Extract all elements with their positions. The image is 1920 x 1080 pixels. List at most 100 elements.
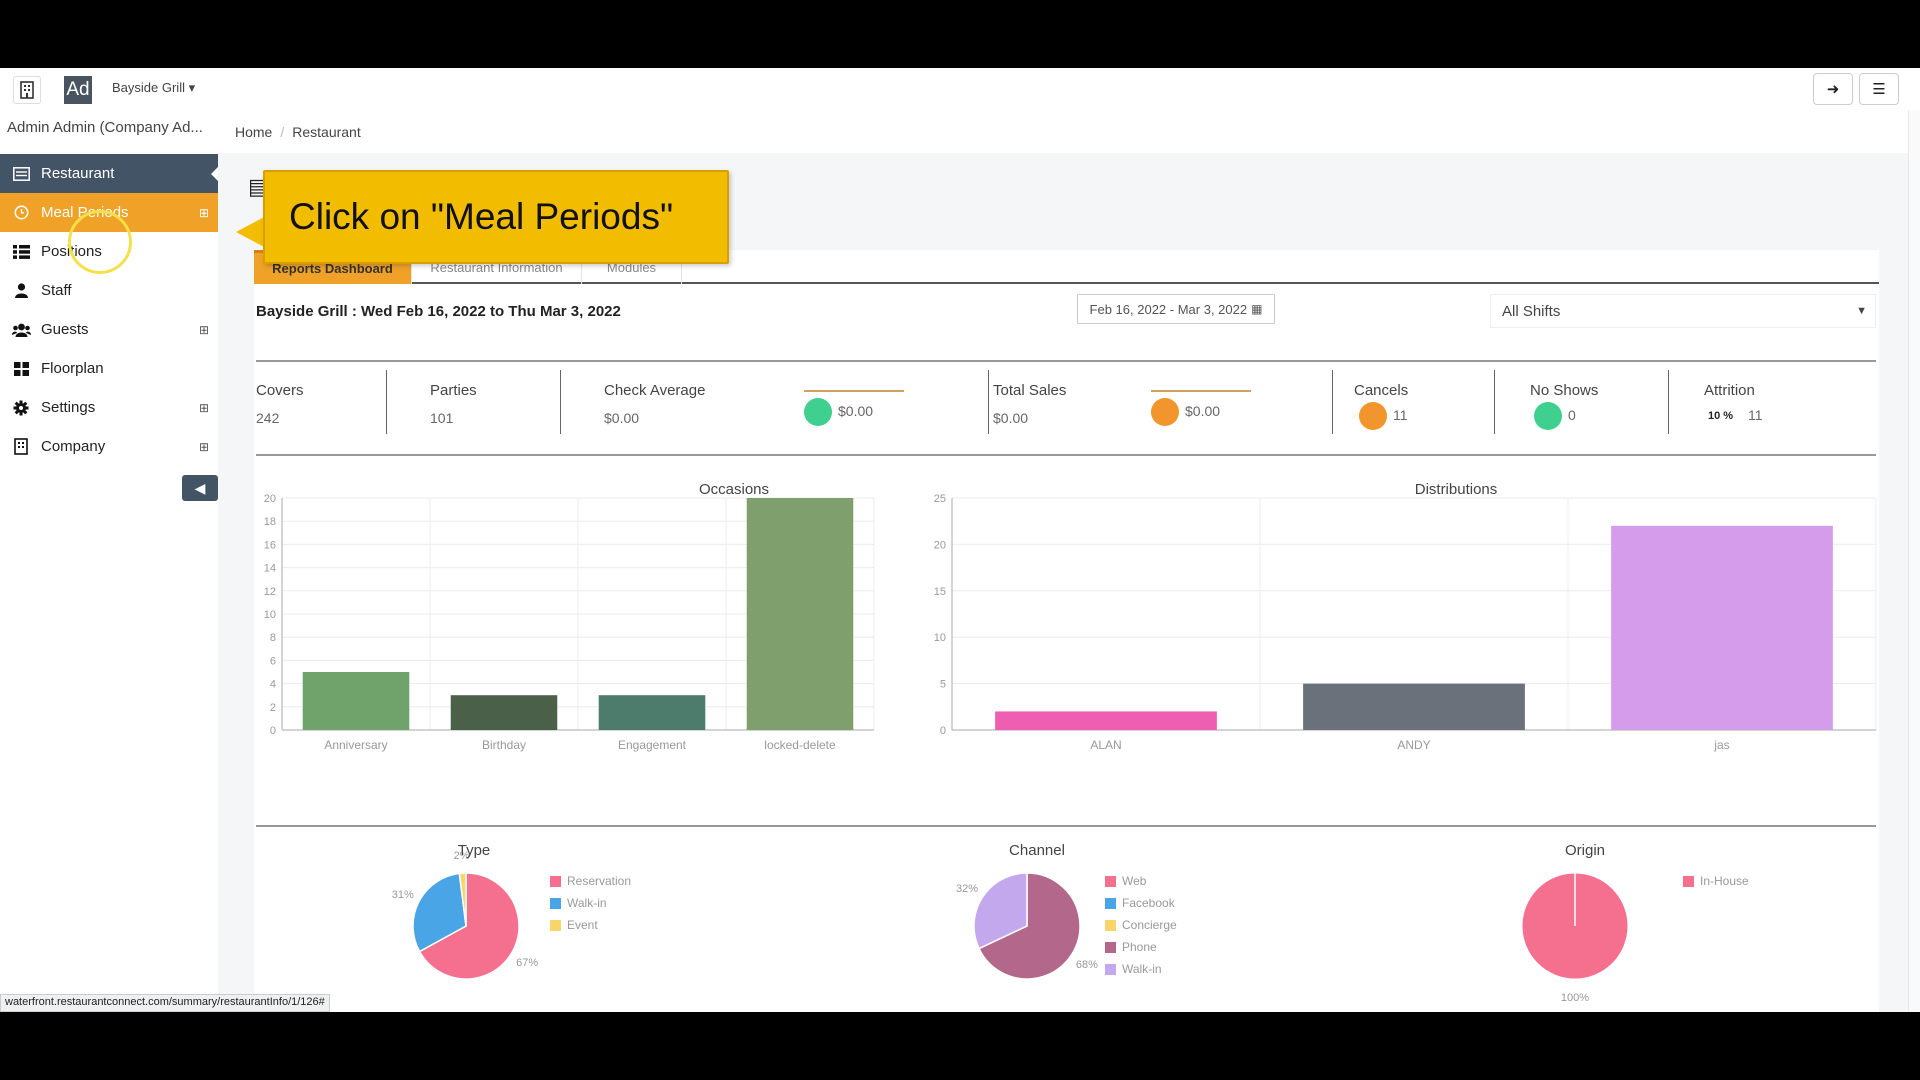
stat-label: Parties xyxy=(430,382,477,399)
y-tick-label: 16 xyxy=(264,539,276,551)
y-tick-label: 4 xyxy=(270,679,276,691)
stat-value: $0.00 xyxy=(604,410,640,426)
legend-item[interactable]: Event xyxy=(550,918,598,932)
sidebar-item-settings[interactable]: Settings ⊞ xyxy=(0,388,218,427)
legend-item[interactable]: Facebook xyxy=(1105,896,1175,910)
stat-label: Covers xyxy=(256,382,304,399)
user-label: Admin Admin (Company Ad... xyxy=(7,119,203,136)
legend-swatch xyxy=(1105,963,1116,975)
logout-button[interactable]: ➜ xyxy=(1813,73,1853,105)
divider xyxy=(1668,370,1669,434)
app-screen: Ad Bayside Grill ▾ ➜ ☰ Admin Admin (Comp… xyxy=(0,68,1920,1012)
sidebar-item-label: Company xyxy=(41,438,106,455)
legend-item[interactable]: Walk-in xyxy=(1105,962,1162,976)
app-logo[interactable]: Ad xyxy=(64,76,92,104)
status-dot xyxy=(804,398,832,426)
scrollbar[interactable] xyxy=(1908,110,1920,1012)
restaurant-selector[interactable]: Bayside Grill ▾ xyxy=(112,80,195,96)
legend-swatch xyxy=(550,875,561,887)
restaurant-name: Bayside Grill xyxy=(112,80,185,95)
stat-label: No Shows xyxy=(1530,382,1599,399)
click-highlight xyxy=(68,210,132,274)
x-tick-label: ANDY xyxy=(1397,738,1430,752)
stat-label: Check Average xyxy=(604,382,706,399)
bar xyxy=(995,711,1217,730)
y-tick-label: 14 xyxy=(264,563,276,575)
status-dot xyxy=(1534,402,1562,430)
pie-value-label: 32% xyxy=(956,883,978,895)
legend-item[interactable]: Phone xyxy=(1105,940,1157,954)
breadcrumb-home[interactable]: Home xyxy=(235,123,273,140)
x-tick-label: ALAN xyxy=(1090,738,1121,752)
collapse-sidebar-button[interactable]: ◀ xyxy=(182,475,218,501)
list-icon xyxy=(11,166,31,181)
y-tick-label: 12 xyxy=(264,586,276,598)
sidebar-item-company[interactable]: Company ⊞ xyxy=(0,427,218,466)
status-dot xyxy=(1359,402,1387,430)
pie-slice xyxy=(973,872,1028,950)
grid-icon xyxy=(11,361,31,376)
y-tick-label: 20 xyxy=(934,539,946,551)
legend-item[interactable]: Walk-in xyxy=(550,896,607,910)
legend-swatch xyxy=(1683,875,1694,887)
legend-item[interactable]: Reservation xyxy=(550,874,631,888)
expand-icon[interactable]: ⊞ xyxy=(198,400,209,415)
expand-icon[interactable]: ⊞ xyxy=(198,205,209,220)
legend-label: Walk-in xyxy=(1122,962,1162,976)
sidebar-item-floorplan[interactable]: Floorplan xyxy=(0,349,218,388)
legend-label: Reservation xyxy=(567,874,632,888)
stat-value: 0 xyxy=(1568,407,1576,423)
sidebar-item-restaurant[interactable]: Restaurant xyxy=(0,154,219,193)
chart-title-distributions: Distributions xyxy=(1414,481,1498,498)
chart-title-type: Type xyxy=(457,842,491,859)
date-range-picker[interactable]: Feb 16, 2022 - Mar 3, 2022 ▦ xyxy=(1077,294,1275,324)
building-icon[interactable] xyxy=(13,76,41,104)
breadcrumb-current: Restaurant xyxy=(292,123,361,140)
sidebar-item-guests[interactable]: Guests ⊞ xyxy=(0,310,218,349)
bar xyxy=(746,498,854,730)
legend-swatch xyxy=(1105,919,1116,931)
bar xyxy=(598,695,706,730)
sidebar-item-label: Staff xyxy=(41,282,72,299)
legend-label: Web xyxy=(1122,874,1147,888)
sidebar-item-label: Guests xyxy=(41,321,89,338)
breadcrumb: Home / Restaurant xyxy=(218,110,1908,153)
sign-out-icon: ➜ xyxy=(1826,81,1840,98)
trend-line xyxy=(804,390,904,392)
report-title: Bayside Grill : Wed Feb 16, 2022 to Thu … xyxy=(256,303,621,320)
legend-label: Walk-in xyxy=(567,896,607,910)
legend-swatch xyxy=(1105,941,1116,953)
divider xyxy=(1494,370,1495,434)
sidebar-item-staff[interactable]: Staff xyxy=(0,271,218,310)
legend-item[interactable]: Web xyxy=(1105,874,1146,888)
calendar-icon: ▦ xyxy=(1251,302,1263,316)
arrow-left-circle-icon: ◀ xyxy=(194,479,206,496)
expand-icon[interactable]: ⊞ xyxy=(198,322,209,337)
divider xyxy=(560,370,561,434)
legend-label: Facebook xyxy=(1122,896,1175,910)
breadcrumb-separator: / xyxy=(280,123,285,140)
y-tick-label: 6 xyxy=(270,655,276,667)
y-tick-label: 25 xyxy=(934,493,946,505)
attrition-percent: 10 % xyxy=(1708,410,1734,422)
pie-value-label: 67% xyxy=(516,957,538,969)
x-tick-label: Birthday xyxy=(482,738,526,752)
y-tick-label: 2 xyxy=(270,702,276,714)
bar xyxy=(450,695,558,730)
main-content: Home / Restaurant ▤ Click on "Meal Perio… xyxy=(218,110,1920,1012)
pie-slice xyxy=(418,872,520,980)
legend-item[interactable]: Concierge xyxy=(1105,918,1177,932)
indicator-value: $0.00 xyxy=(838,403,874,419)
user-icon xyxy=(11,283,31,298)
legend-item[interactable]: In-House xyxy=(1683,874,1749,888)
bar xyxy=(1611,525,1833,730)
sidebar-item-label: Settings xyxy=(41,399,96,416)
shift-select[interactable]: All Shifts ▼ xyxy=(1490,294,1876,328)
status-dot xyxy=(1151,398,1179,426)
pie-slice xyxy=(458,872,467,927)
menu-button[interactable]: ☰ xyxy=(1859,73,1899,105)
chevron-down-icon: ▾ xyxy=(188,80,196,95)
y-tick-label: 10 xyxy=(934,632,946,644)
expand-icon[interactable]: ⊞ xyxy=(198,439,209,454)
y-tick-label: 0 xyxy=(940,725,946,737)
